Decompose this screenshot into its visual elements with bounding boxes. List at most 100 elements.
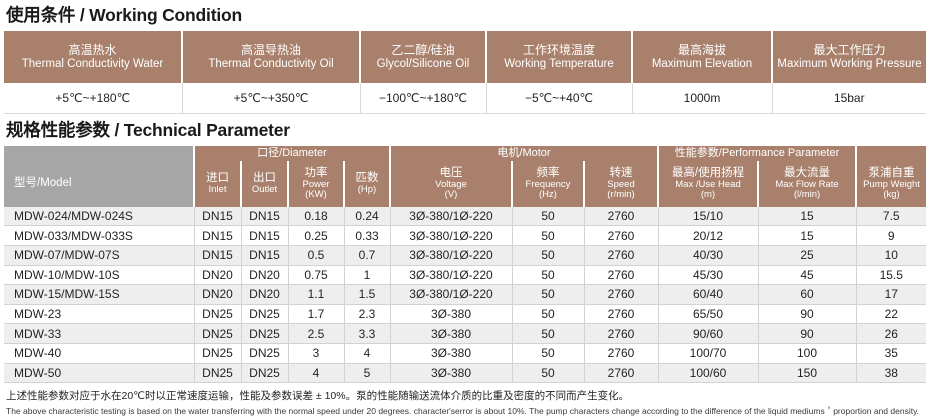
table-cell: 0.18 xyxy=(288,206,345,227)
table-cell: 1.7 xyxy=(288,304,345,325)
table-cell: 2760 xyxy=(584,245,659,266)
table-row: MDW-50 DN25 DN25 4 5 3Ø-380 50 2760 100/60 150 38 xyxy=(4,363,927,384)
table-row: MDW-10/MDW-10S DN20 DN20 0.75 1 3Ø-380/1Ø-220… xyxy=(4,265,927,286)
table-cell: DN15 xyxy=(194,245,242,266)
tp-group-model xyxy=(4,145,195,161)
table-cell: 0.24 xyxy=(344,206,391,227)
working-condition-title: 使用条件 / Working Condition xyxy=(6,5,242,25)
table-cell: 50 xyxy=(512,363,585,384)
table-cell: 10 xyxy=(856,245,927,266)
working-condition-value-row: +5℃~+180℃ +5℃~+350℃ −100℃~+180℃ −5℃~+40℃… xyxy=(4,82,926,114)
wc-header-cn-2: 乙二醇/硅油 xyxy=(391,42,455,57)
table-row: MDW-07/MDW-07S DN15 DN15 0.5 0.7 3Ø-380/1Ø-22… xyxy=(4,245,927,266)
tp-sub-frequency: 频率 Frequency (Hz) xyxy=(512,160,585,207)
model-cell: MDW-40 xyxy=(4,343,195,364)
table-cell: 50 xyxy=(512,245,585,266)
wc-header-cn-3: 工作环境温度 xyxy=(522,42,595,57)
tp-group-weight xyxy=(856,145,927,161)
tp-sub-weight-en: Pump Weight xyxy=(863,178,920,190)
table-cell: 26 xyxy=(856,323,927,344)
model-cell: MDW-23 xyxy=(4,304,195,325)
table-cell: 50 xyxy=(512,265,585,286)
table-row: MDW-23 DN25 DN25 1.7 2.3 3Ø-380 50 2760 65/50 90 2… xyxy=(4,304,927,325)
tp-sub-hp-cn: 匹数 xyxy=(355,172,379,184)
tp-group-performance: 性能参数/Performance Parameter xyxy=(658,145,858,161)
table-cell: 2760 xyxy=(584,284,659,305)
table-cell: DN25 xyxy=(241,323,289,344)
table-cell: 90 xyxy=(758,323,857,344)
table-cell: 15.5 xyxy=(856,265,927,286)
table-cell: 3Ø-380/1Ø-220 xyxy=(390,284,513,305)
wc-value-3: −5℃~+40℃ xyxy=(486,82,633,114)
table-cell: 3Ø-380/1Ø-220 xyxy=(390,245,513,266)
table-cell: 2.3 xyxy=(344,304,391,325)
tp-sub-head-cn: 最高/使用扬程 xyxy=(671,166,745,179)
table-cell: DN15 xyxy=(241,225,289,246)
table-cell: DN25 xyxy=(194,363,242,384)
table-cell: DN15 xyxy=(241,245,289,266)
footer-note-en: The above characteristic testing is base… xyxy=(6,406,920,417)
table-cell: 3Ø-380/1Ø-220 xyxy=(390,225,513,246)
table-cell: DN20 xyxy=(241,284,289,305)
table-cell: 150 xyxy=(758,363,857,384)
table-cell: 90/60 xyxy=(658,323,759,344)
table-cell: 3.3 xyxy=(344,323,391,344)
tp-sub-flow: 最大流量 Max Flow Rate (l/min) xyxy=(758,160,858,207)
table-cell: 35 xyxy=(856,343,927,364)
wc-header-en-0: Thermal Conductivity Water xyxy=(21,58,164,71)
table-cell: DN25 xyxy=(194,343,242,364)
tp-sub-voltage-unit: (V) xyxy=(444,189,458,201)
table-cell: 15 xyxy=(758,206,857,227)
tp-sub-speed-en: Speed xyxy=(607,178,635,190)
table-cell: DN20 xyxy=(241,265,289,286)
table-cell: 3 xyxy=(288,343,345,364)
wc-header-cn-4: 最高海拔 xyxy=(677,42,726,57)
table-cell: 22 xyxy=(856,304,927,325)
tp-sub-weight-unit: (kg) xyxy=(883,189,900,201)
table-cell: 38 xyxy=(856,363,927,384)
tp-sub-model: 型号/Model xyxy=(4,160,195,207)
tp-sub-voltage: 电压 Voltage (V) xyxy=(390,160,513,207)
table-cell: 20/12 xyxy=(658,225,759,246)
table-cell: 3Ø-380 xyxy=(390,363,513,384)
table-cell: 3Ø-380/1Ø-220 xyxy=(390,206,513,227)
table-cell: 15/10 xyxy=(658,206,759,227)
tp-sub-flow-en: Max Flow Rate xyxy=(775,178,839,190)
technical-parameter-table: 口径/Diameter 电机/Motor 性能参数/Performance Pa… xyxy=(4,145,927,384)
table-cell: DN15 xyxy=(194,206,242,227)
tp-sub-flow-cn: 最大流量 xyxy=(784,166,831,179)
wc-header-cn-1: 高温导热油 xyxy=(240,42,301,57)
table-cell: 15 xyxy=(758,225,857,246)
tp-sub-model-label: 型号/Model xyxy=(14,177,72,190)
table-cell: 2760 xyxy=(584,265,659,286)
table-cell: 50 xyxy=(512,225,585,246)
table-cell: 45 xyxy=(758,265,857,286)
table-row: MDW-024/MDW-024S DN15 DN15 0.18 0.24 3Ø-380/1… xyxy=(4,206,927,227)
wc-header-cell-3: 工作环境温度 Working Temperature xyxy=(486,30,633,83)
tp-sub-head-unit: (m) xyxy=(700,189,716,201)
wc-header-en-1: Thermal Conductivity Oil xyxy=(208,58,334,71)
tp-sub-frequency-en: Frequency xyxy=(525,178,571,190)
table-cell: 4 xyxy=(288,363,345,384)
model-cell: MDW-10/MDW-10S xyxy=(4,265,195,286)
wc-header-cell-1: 高温导热油 Thermal Conductivity Oil xyxy=(182,30,361,83)
tp-group-motor: 电机/Motor xyxy=(390,145,660,161)
table-row: MDW-40 DN25 DN25 3 4 3Ø-380 50 2760 100/70 100 35 xyxy=(4,343,927,364)
table-cell: 65/50 xyxy=(658,304,759,325)
tp-sub-speed-unit: (r/min) xyxy=(607,189,635,201)
tp-group-diameter: 口径/Diameter xyxy=(194,145,391,161)
table-cell: 2760 xyxy=(584,323,659,344)
table-cell: DN25 xyxy=(241,304,289,325)
tp-sub-weight-cn: 泵浦自重 xyxy=(868,166,915,179)
tp-sub-frequency-unit: (Hz) xyxy=(539,189,557,201)
model-cell: MDW-15/MDW-15S xyxy=(4,284,195,305)
wc-header-cn-5: 最大工作压力 xyxy=(813,42,886,57)
table-cell: DN25 xyxy=(241,343,289,364)
table-cell: 50 xyxy=(512,343,585,364)
tp-group-header-row: 口径/Diameter 电机/Motor 性能参数/Performance Pa… xyxy=(4,145,927,161)
table-cell: 1 xyxy=(344,265,391,286)
table-cell: 100/70 xyxy=(658,343,759,364)
table-cell: 100/60 xyxy=(658,363,759,384)
table-cell: 60 xyxy=(758,284,857,305)
tp-sub-inlet-en: Inlet xyxy=(208,183,227,195)
